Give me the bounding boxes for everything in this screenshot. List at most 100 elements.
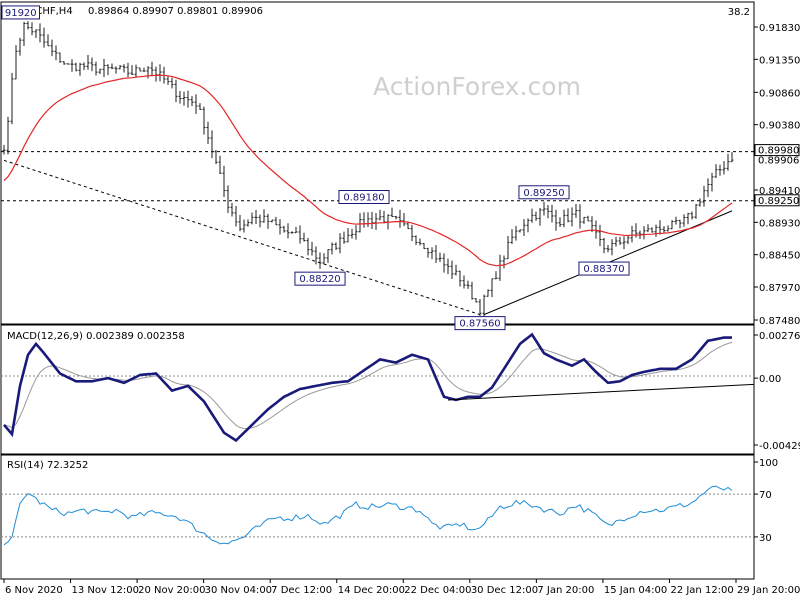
price-bar [234, 205, 238, 227]
price-bar [446, 258, 450, 275]
price-bar [514, 225, 518, 241]
price-bar [34, 29, 38, 38]
price-bar [42, 27, 46, 48]
price-bar [334, 242, 338, 251]
price-bar [86, 54, 90, 70]
symbol-title: USDCHF,H4 [14, 6, 73, 17]
price-bar [10, 72, 14, 125]
price-bar [706, 178, 710, 198]
price-bar [22, 21, 26, 47]
price-bar [58, 52, 62, 63]
annotation-label: 0.88370 [583, 264, 624, 275]
price-bar [582, 216, 586, 224]
price-bar [134, 64, 138, 77]
price-trendline [3, 159, 481, 316]
price-bar [710, 172, 714, 192]
price-bar [730, 152, 734, 163]
macd-trendline [447, 383, 755, 401]
price-bar [498, 254, 502, 281]
price-bar [298, 225, 302, 244]
price-bar [150, 61, 154, 77]
price-bar [82, 62, 86, 71]
level-price-box: 0.89250 [754, 194, 800, 207]
price-bar [658, 220, 662, 235]
price-bar [74, 62, 78, 72]
price-bar [146, 66, 150, 79]
price-bar [622, 236, 626, 250]
price-annotation: 91920 [1, 5, 40, 20]
price-bar [358, 213, 362, 233]
price-bar [70, 59, 74, 72]
price-annotation: 0.88370 [578, 261, 630, 276]
price-bar [666, 225, 670, 232]
price-bar [30, 22, 34, 36]
price-bar [418, 238, 422, 246]
price-annotation: 0.87560 [454, 316, 506, 331]
ohlc-values: 0.89864 0.89907 0.89801 0.89906 [88, 6, 263, 17]
macd-title: MACD(12,26,9) 0.002389 0.002358 [7, 331, 185, 342]
price-bar [546, 204, 550, 219]
price-bar [486, 289, 490, 297]
price-tick-label: 0.88930 [759, 218, 800, 229]
price-bar [462, 275, 466, 289]
price-bar [198, 103, 202, 110]
price-bar [166, 76, 170, 85]
price-bar [662, 226, 666, 234]
price-bar [494, 271, 498, 280]
price-bar [390, 207, 394, 218]
price-bar [718, 164, 722, 176]
price-tick-label: 0.88450 [759, 251, 800, 262]
price-axis: 0.91830 0.91350 0.90860 0.90380 0.89410 0.889… [754, 23, 800, 327]
price-bar [574, 203, 578, 218]
price-bar [422, 243, 426, 250]
price-bar [354, 225, 358, 240]
price-bar [526, 218, 530, 233]
price-bar [66, 63, 70, 65]
price-annotations: 91920 0.89180 0.88220 0.87560 0.89250 0.88370 [1, 5, 630, 331]
rsi-tick-label: 70 [759, 490, 772, 501]
price-bar [302, 232, 306, 242]
price-bar [250, 212, 254, 225]
price-bar [330, 242, 334, 255]
price-bar [714, 164, 718, 178]
price-bar [686, 212, 690, 225]
price-bar [246, 219, 250, 227]
price-bar [326, 249, 330, 263]
price-bar [122, 64, 126, 73]
price-tick-label: 0.89410 [759, 186, 800, 197]
price-bar [182, 91, 186, 106]
price-bar [142, 67, 146, 72]
price-bar [702, 185, 706, 207]
annotation-label: 0.88220 [299, 274, 340, 285]
price-bar [594, 220, 598, 239]
price-bar [510, 229, 514, 245]
price-bar [242, 219, 246, 233]
price-tick-label: 0.87970 [759, 283, 800, 294]
rsi-tick-label: 30 [759, 533, 772, 544]
price-bar [318, 252, 322, 269]
time-tick-label: 7 Dec 12:00 [271, 585, 332, 596]
price-bar [306, 237, 310, 256]
price-bar [262, 209, 266, 223]
price-bar [138, 67, 142, 72]
price-bar [394, 215, 398, 220]
price-bar [178, 90, 182, 104]
price-bar [202, 106, 206, 135]
price-bar [230, 202, 234, 217]
price-bar [610, 239, 614, 256]
price-bar [606, 244, 610, 253]
price-bar [346, 228, 350, 243]
price-bar [294, 226, 298, 234]
time-tick-label: 20 Nov 20:00 [138, 585, 205, 596]
price-bar [186, 90, 190, 108]
macd-axis: 0.002769 0.00 -0.004292 [754, 331, 800, 452]
price-bar [226, 185, 230, 214]
price-bar [534, 211, 538, 221]
price-bar [550, 204, 554, 223]
annotation-label: 0.89180 [343, 192, 384, 203]
price-bar [474, 298, 478, 303]
price-bar [154, 66, 158, 82]
price-bar [286, 223, 290, 239]
price-bar [530, 208, 534, 223]
